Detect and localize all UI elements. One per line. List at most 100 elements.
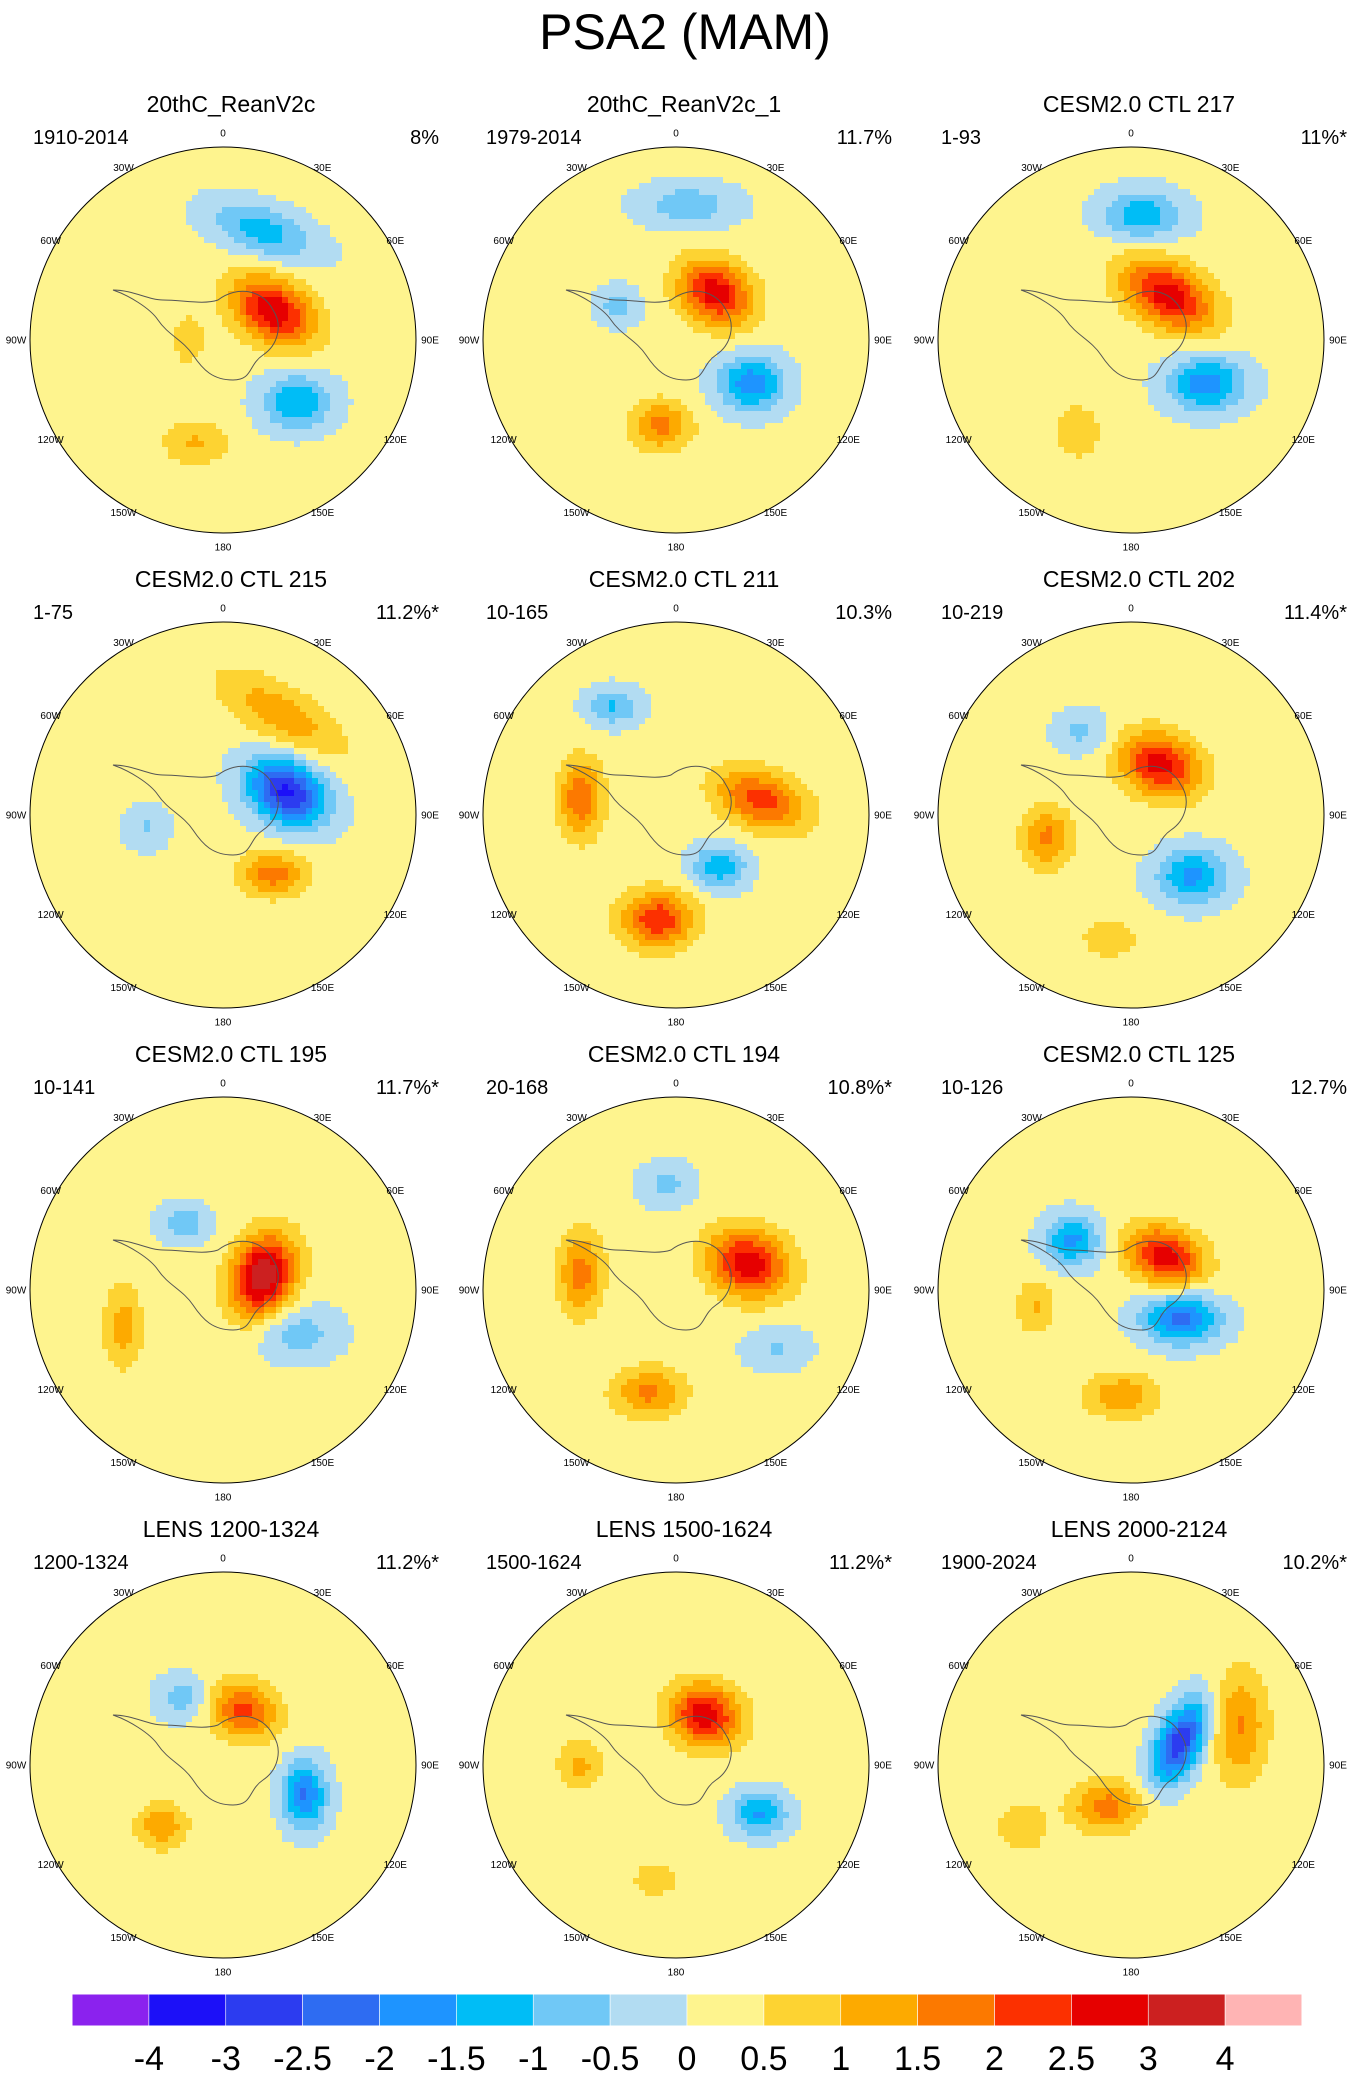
longitude-label: 120W (38, 435, 65, 446)
panel-title: CESM2.0 CTL 125 (911, 1040, 1367, 1068)
longitude-label: 90E (874, 811, 892, 822)
colorbar-tick-label: -3 (211, 2040, 241, 2078)
longitude-label: 0 (220, 604, 226, 615)
colorbar-box (71, 1993, 150, 2027)
longitude-label: 150W (563, 1458, 590, 1469)
longitude-label: 120E (837, 1385, 861, 1396)
colorbar-box (456, 1993, 534, 2027)
longitude-label: 150W (1018, 983, 1045, 994)
longitude-label: 30E (767, 1588, 785, 1599)
antarctic-coastline (1020, 1239, 1187, 1331)
longitude-label: 120E (384, 1860, 408, 1871)
longitude-label: 90W (914, 811, 935, 822)
longitude-label: 0 (1128, 1079, 1134, 1090)
longitude-label: 0 (673, 1554, 679, 1565)
longitude-label: 120E (384, 435, 408, 446)
longitude-label: 90W (459, 1286, 480, 1297)
longitude-label: 60W (493, 1661, 514, 1672)
longitude-label: 0 (673, 1079, 679, 1090)
longitude-label: 90W (914, 1286, 935, 1297)
longitude-label: 30W (566, 1113, 587, 1124)
colorbar-boxes (71, 1993, 1303, 2027)
colorbar-box (840, 1993, 918, 2027)
longitude-label: 60E (386, 236, 404, 247)
longitude-label: 60E (386, 711, 404, 722)
variance-label: 10.2%* (1283, 1551, 1348, 1575)
longitude-label: 60W (40, 1186, 61, 1197)
longitude-label: 60W (493, 711, 514, 722)
colorbar-box (379, 1993, 457, 2027)
longitude-label: 150W (110, 508, 137, 519)
colorbar-tick-label: 4 (1216, 2040, 1235, 2078)
longitude-label: 0 (1128, 604, 1134, 615)
longitude-label: 30W (1021, 163, 1042, 174)
longitude-label: 60W (493, 1186, 514, 1197)
variance-label: 12.7% (1290, 1076, 1347, 1100)
antarctic-coastline (112, 289, 279, 381)
longitude-label: 120E (837, 910, 861, 921)
longitude-label: 60W (948, 236, 969, 247)
longitude-label: 30W (113, 1588, 134, 1599)
panel-title: CESM2.0 CTL 194 (456, 1040, 912, 1068)
longitude-label: 150E (1219, 1933, 1243, 1944)
period-label: 1200-1324 (33, 1551, 129, 1575)
longitude-label: 90E (421, 1761, 439, 1772)
colorbar-box (994, 1993, 1072, 2027)
longitude-label: 120E (837, 435, 861, 446)
longitude-label: 30W (566, 638, 587, 649)
longitude-label: 120W (38, 1385, 65, 1396)
longitude-label: 120W (946, 1860, 973, 1871)
period-label: 1910-2014 (33, 126, 129, 150)
longitude-label: 120E (837, 1860, 861, 1871)
antarctic-coastline (565, 764, 732, 856)
colorbar-tick-label: -0.5 (581, 2040, 640, 2078)
longitude-label: 150E (1219, 508, 1243, 519)
period-label: 1900-2024 (941, 1551, 1037, 1575)
map-panel: LENS 1500-1624 1500-1624 11.2%* 0 30E 60E 90E 1… (456, 1515, 912, 1985)
longitude-label: 180 (1123, 543, 1140, 554)
longitude-label: 60W (948, 1661, 969, 1672)
longitude-label: 0 (673, 129, 679, 140)
longitude-label: 150W (563, 983, 590, 994)
panel-title: CESM2.0 CTL 195 (3, 1040, 459, 1068)
variance-label: 11.2%* (829, 1551, 892, 1575)
antarctic-coastline (565, 1714, 732, 1806)
longitude-label: 180 (668, 1493, 685, 1504)
colorbar-tick-label: -2.5 (273, 2040, 332, 2078)
longitude-label: 60E (386, 1661, 404, 1672)
longitude-label: 150W (1018, 508, 1045, 519)
longitude-label: 90W (459, 811, 480, 822)
longitude-label: 180 (668, 1968, 685, 1979)
colorbar-tick-label: -4 (134, 2040, 164, 2078)
antarctic-coastline (1020, 764, 1187, 856)
polar-map: 0 30E 60E 90E 120E 150E 180 150W 120W 90W 60W 30W (459, 1079, 893, 1504)
longitude-label: 120W (491, 910, 518, 921)
longitude-label: 0 (1128, 1554, 1134, 1565)
longitude-label: 30E (767, 1113, 785, 1124)
colorbar-tick-label: 0 (678, 2040, 697, 2078)
polar-map: 0 30E 60E 90E 120E 150E 180 150W 120W 90W 60W 30W (914, 129, 1348, 554)
map-panel: CESM2.0 CTL 194 20-168 10.8%* 0 30E 60E 90E 120… (456, 1040, 912, 1510)
panel-title: CESM2.0 CTL 211 (456, 565, 912, 593)
variance-label: 11.7%* (376, 1076, 439, 1100)
panel-grid: 20thC_ReanV2c 1910-2014 8% 0 30E 60E 90E 120E 15… (3, 91, 1367, 1985)
longitude-label: 180 (1123, 1018, 1140, 1029)
colorbar-box (302, 1993, 380, 2027)
longitude-label: 150W (563, 508, 590, 519)
polar-map: 0 30E 60E 90E 120E 150E 180 150W 120W 90W 60W 30W (6, 129, 440, 554)
longitude-label: 120W (491, 1860, 518, 1871)
longitude-label: 60W (40, 711, 61, 722)
map-panel: CESM2.0 CTL 195 10-141 11.7%* 0 30E 60E 90E 120… (3, 1040, 459, 1510)
period-label: 20-168 (486, 1076, 548, 1100)
variance-label: 10.3% (835, 601, 892, 625)
longitude-label: 30W (113, 1113, 134, 1124)
longitude-label: 180 (215, 1493, 232, 1504)
longitude-label: 90W (914, 336, 935, 347)
panel-title: LENS 1200-1324 (3, 1515, 459, 1543)
longitude-label: 150W (1018, 1933, 1045, 1944)
map-panel: CESM2.0 CTL 215 1-75 11.2%* 0 30E 60E 90E 120E 1… (3, 565, 459, 1035)
longitude-label: 90E (421, 336, 439, 347)
map-panel: CESM2.0 CTL 211 10-165 10.3% 0 30E 60E 90E 120E… (456, 565, 912, 1035)
longitude-label: 150E (764, 508, 788, 519)
longitude-label: 90W (6, 1761, 27, 1772)
